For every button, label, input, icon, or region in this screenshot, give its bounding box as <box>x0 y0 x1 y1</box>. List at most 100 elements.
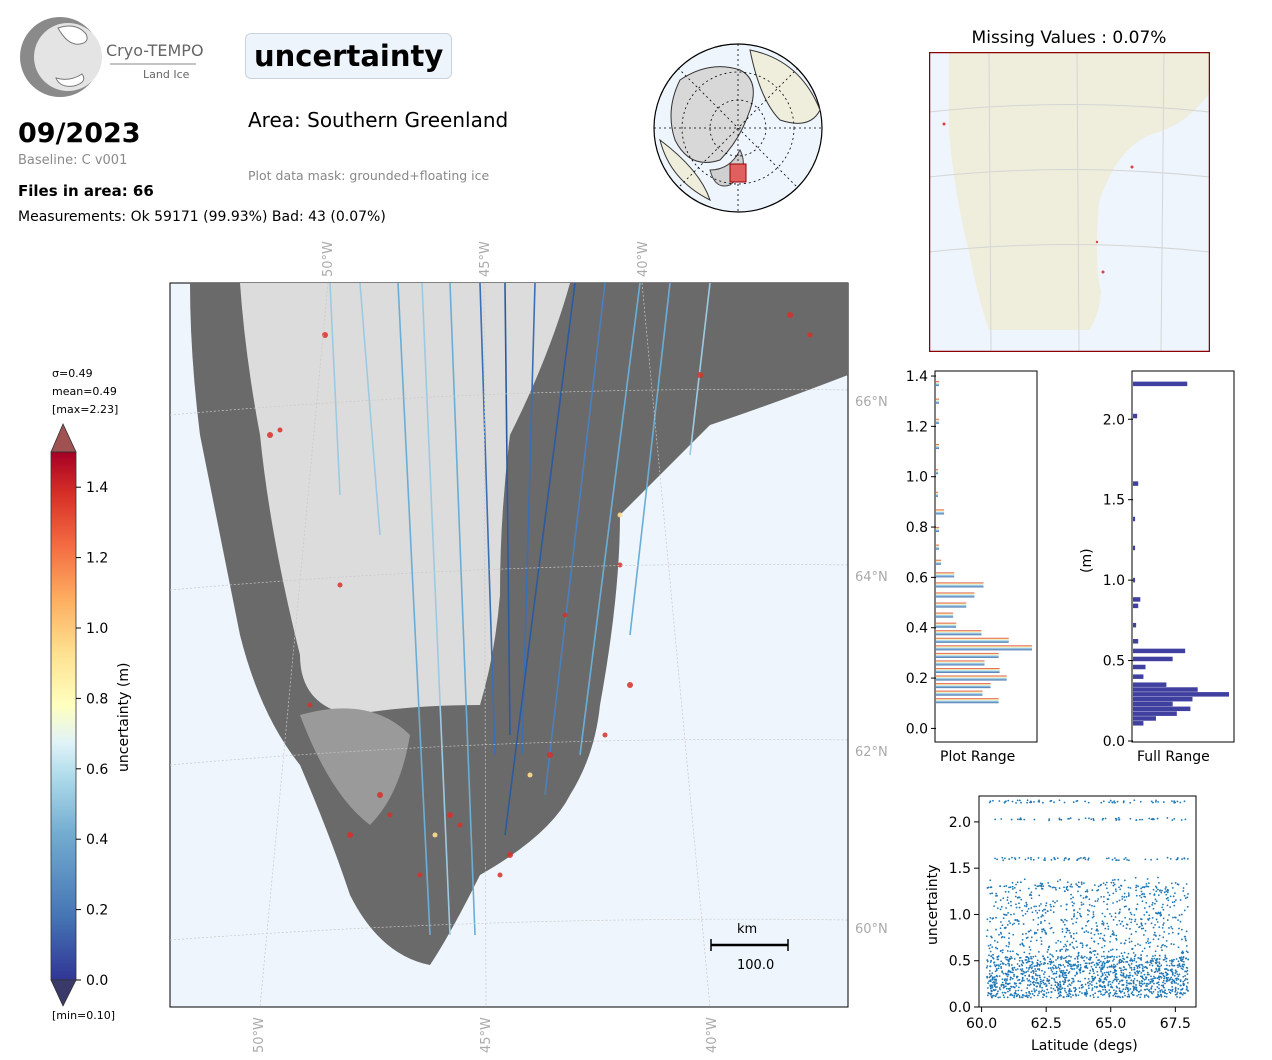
scatter-point <box>986 960 989 963</box>
scatter-point <box>1087 857 1090 860</box>
scatter-point <box>1114 888 1117 891</box>
scatter-point <box>1010 964 1013 966</box>
scatter-point <box>1112 892 1115 895</box>
scatter-ytick-label: 2.0 <box>949 815 971 831</box>
scatter-point <box>1163 891 1166 894</box>
scatter-point <box>1056 996 1059 999</box>
scatter-point <box>1165 977 1168 980</box>
scatter-point <box>1058 987 1061 990</box>
scatter-point <box>1118 958 1121 961</box>
scatter-point <box>1180 938 1183 941</box>
hist-bar <box>936 527 940 533</box>
scatter-point <box>1096 900 1099 902</box>
hist-ytick-label: 0.5 <box>1103 654 1125 670</box>
scatter-point <box>1156 995 1159 998</box>
scatter-point <box>1111 879 1114 882</box>
scatter-point <box>1054 965 1057 968</box>
scatter-point <box>1042 955 1044 957</box>
scatter-point <box>1139 996 1142 999</box>
scatter-point <box>1182 980 1185 983</box>
scatter-point <box>1107 993 1110 995</box>
scatter-point <box>1114 817 1117 820</box>
scatter-point <box>1158 976 1161 979</box>
scatter-point <box>1121 984 1124 986</box>
scatter-point <box>987 982 989 985</box>
scatter-point <box>1022 945 1025 947</box>
scatter-point <box>1127 892 1130 895</box>
scatter-point <box>1135 886 1137 889</box>
scatter-point <box>1091 977 1094 980</box>
scatter-point <box>1154 885 1157 888</box>
scatter-point <box>1154 970 1157 973</box>
scatter-point <box>1115 948 1118 951</box>
scatter-point <box>1123 942 1126 945</box>
scatter-point <box>1123 976 1126 978</box>
scatter-point <box>1081 992 1083 995</box>
scatter-point <box>1113 993 1116 996</box>
scatter-point <box>1022 923 1025 925</box>
scatter-point <box>1108 960 1111 962</box>
scatter-point <box>1140 922 1143 925</box>
scatter-point <box>1069 984 1072 986</box>
scatter-point <box>1127 976 1130 979</box>
hist-bar <box>1133 413 1138 419</box>
scatter-point <box>1019 982 1022 985</box>
scatter-point <box>1021 973 1024 976</box>
scatter-point <box>1065 961 1068 964</box>
scatter-point <box>1047 967 1050 970</box>
scatter-point <box>1143 994 1146 997</box>
scatter-point <box>1102 950 1105 953</box>
scatter-point <box>1140 958 1143 961</box>
scatter-point <box>1090 927 1093 930</box>
scatter-point <box>1079 967 1082 970</box>
lat-label-4: 60°N <box>855 922 888 937</box>
hist-ytick-label: 1.0 <box>1103 573 1125 589</box>
scatter-point <box>988 954 990 957</box>
scatter-point <box>1072 946 1075 948</box>
scatter-point <box>1113 978 1116 981</box>
scatter-point <box>989 980 992 983</box>
scatter-point <box>1095 929 1098 932</box>
scatter-point <box>1009 950 1012 953</box>
scatter-point <box>1030 858 1032 861</box>
scatter-point <box>1087 913 1089 916</box>
scatter-point <box>1091 889 1094 892</box>
scatter-point <box>1030 957 1033 960</box>
scatter-point <box>1008 989 1011 992</box>
scatter-point <box>1140 963 1143 966</box>
scatter-point <box>1115 890 1118 893</box>
scatter-point <box>1078 907 1081 910</box>
hist-ytick-label: 1.4 <box>906 369 928 385</box>
scatter-point <box>1183 979 1186 982</box>
scatter-point <box>1035 989 1038 992</box>
scatter-point <box>989 943 992 946</box>
scatter-point <box>1093 964 1096 966</box>
scatter-point <box>1000 921 1002 923</box>
scatter-point <box>1183 800 1186 803</box>
scale-value: 100.0 <box>737 958 774 973</box>
scatter-point <box>1077 890 1079 893</box>
scatter-point <box>1008 858 1011 860</box>
scatter-point <box>1124 994 1126 997</box>
scatter-point <box>1109 935 1112 938</box>
scatter-point <box>1122 925 1125 927</box>
scatter-point <box>1107 984 1110 987</box>
scatter-point <box>1150 858 1152 861</box>
scatter-point <box>1132 951 1135 954</box>
scatter-point <box>1039 978 1042 981</box>
scatter-point <box>1098 977 1101 980</box>
scatter-point <box>1016 818 1019 821</box>
scatter-point <box>1147 937 1150 940</box>
date-label: 09/2023 <box>18 118 141 149</box>
scatter-point <box>1054 966 1057 969</box>
scatter-point <box>1075 921 1078 924</box>
scatter-point <box>1138 926 1140 929</box>
scatter-point <box>1128 894 1130 896</box>
scatter-point <box>1016 919 1019 922</box>
scatter-point <box>1111 930 1114 933</box>
scatter-point <box>1065 888 1068 891</box>
scatter-point <box>1173 974 1176 977</box>
scatter-point <box>1145 966 1148 969</box>
scatter-point <box>1101 946 1103 949</box>
scatter-point <box>1125 981 1128 984</box>
